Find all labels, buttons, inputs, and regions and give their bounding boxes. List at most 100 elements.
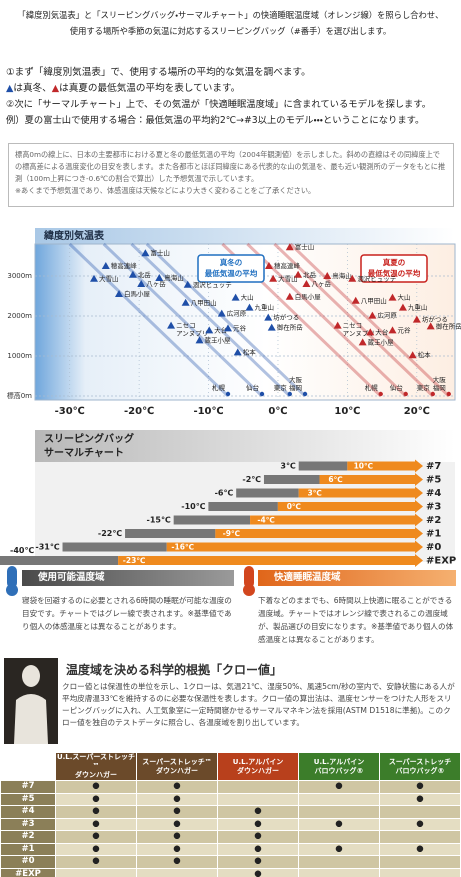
table-cell: ● [217, 867, 299, 877]
comfort-bar [166, 542, 415, 552]
point-label: 北岳 [303, 271, 317, 279]
column-header-line: U.L.アルパイン [313, 757, 365, 766]
table-header: U.L.スーパーストレッチ™ ダウンハガー スーパーストレッチ™ ダウンハガー U.L.… [0, 752, 461, 781]
annotation: 真夏の [383, 257, 406, 267]
table-cell: ● [217, 817, 299, 831]
table-cell: ● [136, 792, 218, 806]
annotation: 真冬の [220, 257, 243, 267]
point [294, 270, 303, 278]
point [302, 280, 311, 287]
point-label: 札幌 [212, 383, 226, 392]
point [183, 280, 192, 288]
point-label: 仙台 [246, 383, 260, 392]
point [358, 338, 367, 346]
category-label: #2 [426, 515, 441, 526]
y-tick-label: 2000m [7, 312, 32, 320]
table-cell [379, 805, 461, 819]
table-cell: ● [136, 830, 218, 844]
note-text: 標高0mの線上に、日本の主要都市における夏と冬の最低気温の平均（2004年観測値… [15, 150, 446, 183]
point [128, 270, 137, 278]
point [426, 322, 435, 330]
point [348, 274, 357, 282]
point [101, 262, 110, 269]
point [408, 351, 417, 359]
value-label: 3℃ [280, 462, 296, 471]
table-cell: ● [379, 842, 461, 856]
point-label: 富士山 [295, 242, 315, 251]
step: ①まず「緯度別気温表」で、使用する場所の平均的な気温を調べます。 [6, 67, 311, 78]
row-label: #2 [0, 830, 56, 844]
table-cell: ● [55, 842, 137, 856]
point [231, 293, 240, 301]
point-label: 大台 [214, 325, 228, 334]
column-header-line: バロウバッグ® [395, 766, 445, 775]
category-label: #0 [426, 542, 441, 553]
table-cell: ● [136, 842, 218, 856]
comfort-bar [347, 461, 415, 471]
category-label: #3 [426, 502, 441, 513]
value-label: 0℃ [287, 502, 301, 511]
chart-title: スリーピングバッグ [44, 432, 134, 445]
point [430, 391, 435, 397]
table-cell [55, 867, 137, 877]
table-cell: ● [379, 792, 461, 806]
point-label: 大山 [241, 293, 254, 302]
x-tick-label: -20℃ [124, 406, 154, 417]
table-cell: ● [55, 780, 137, 794]
point [388, 293, 397, 301]
value-label: 3℃ [308, 489, 322, 498]
point [205, 326, 214, 334]
column-header: U.L.アルパイン ダウンハガー [217, 752, 299, 781]
point [225, 391, 231, 397]
point [269, 274, 278, 282]
table-cell [298, 792, 380, 806]
category-label: #5 [426, 475, 441, 486]
point-label: 大山 [398, 293, 411, 302]
point [285, 243, 294, 251]
table-row: #1 ● ● ● ● ● [0, 842, 461, 856]
point [446, 391, 451, 397]
row-label: #1 [0, 842, 56, 856]
legend-text: 下着などのままでも、6時間以上快適に眠ることができる温度域。チャートではオレンジ… [258, 596, 454, 644]
arrow-head [415, 554, 423, 567]
table-cell: ● [55, 805, 137, 819]
note-text: ※あくまで予想気温であり、体感温度は天候などにより大きく変わることをご了承くださ… [15, 186, 316, 195]
step-text: は真冬、 [13, 83, 52, 94]
lapse-line [68, 242, 230, 398]
value-label: -15℃ [147, 516, 171, 525]
table-row: #4 ● ● ● [0, 805, 461, 819]
legend-title: 快適睡眠温度域 [258, 570, 456, 586]
point [259, 391, 265, 397]
table-cell: ● [136, 805, 218, 819]
point [267, 323, 276, 331]
point-label: ニセコ [176, 322, 196, 330]
point-label: 広河原 [227, 310, 247, 318]
model-table: U.L.スーパーストレッチ™ ダウンハガー スーパーストレッチ™ ダウンハガー U.L.… [0, 752, 461, 877]
usable-bar [208, 502, 278, 511]
value-label: -6℃ [215, 489, 234, 498]
table-cell [379, 830, 461, 844]
point [412, 315, 421, 323]
x-tick-label: 10℃ [334, 406, 360, 417]
value-label: -10℃ [181, 502, 205, 511]
point-label: 広河原 [377, 312, 397, 320]
legend-title: 使用可能温度域 [22, 570, 234, 586]
point-label: 涸沢ヒュッテ [193, 280, 232, 289]
column-header-line: ダウンハガー [237, 766, 279, 775]
lapse-line [273, 242, 434, 398]
usable-bar [173, 515, 251, 525]
category-label: #EXP [426, 556, 456, 567]
table-body: #7 ● ● ● ● #5 ● ● ● #4 ● ● ● #3 ● ● ● ● ● #2 ● ● ● #1 ● ● ● ● ● #0 ● ● ●… [0, 780, 461, 877]
point [403, 391, 408, 397]
column-header-line: スーパーストレッチ [388, 757, 452, 766]
point-label: 福岡 [289, 383, 302, 392]
point-label: 八甲田山 [361, 297, 387, 305]
table-cell [298, 830, 380, 844]
point-label: 仙台 [390, 383, 404, 392]
point-label: 北岳 [138, 271, 152, 279]
point [323, 272, 332, 279]
arrow-head [415, 459, 423, 473]
point-label: 白馬小屋 [124, 289, 151, 298]
annotation: 最低気温の平均 [368, 268, 421, 278]
